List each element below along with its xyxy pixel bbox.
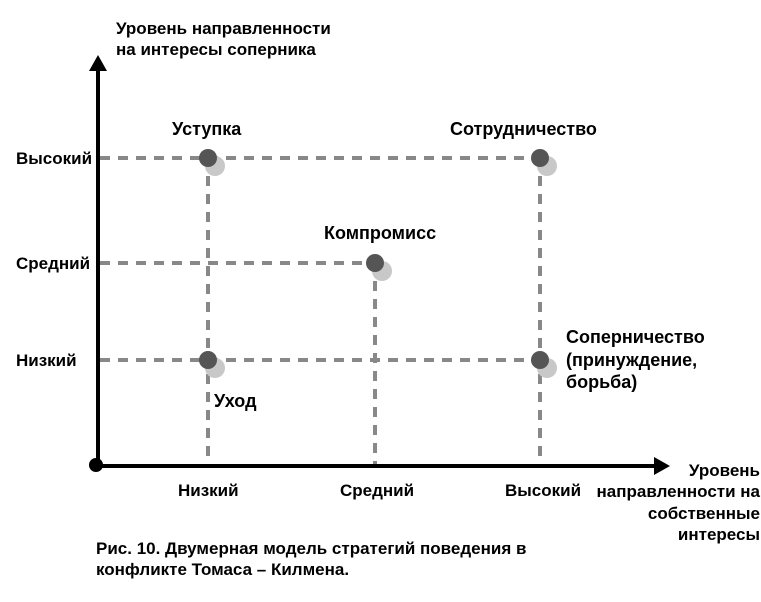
point-accommodate bbox=[199, 149, 217, 167]
x-tick-high: Высокий bbox=[505, 480, 581, 501]
y-tick-low: Низкий bbox=[16, 350, 77, 371]
gridline-x-mid bbox=[373, 263, 377, 464]
gridline-x-low bbox=[206, 158, 210, 464]
gridline-y-mid bbox=[100, 261, 375, 265]
origin-marker bbox=[89, 458, 103, 472]
point-compete bbox=[531, 351, 549, 369]
y-axis-title: Уровень направленности на интересы сопер… bbox=[116, 18, 336, 61]
label-compete: Соперничество (принуждение, борьба) bbox=[566, 326, 736, 394]
x-axis bbox=[96, 464, 656, 468]
gridline-y-low bbox=[100, 358, 540, 362]
y-tick-mid: Средний bbox=[16, 253, 90, 274]
label-avoid: Уход bbox=[214, 390, 257, 413]
label-accommodate: Уступка bbox=[172, 118, 241, 141]
label-collaborate: Сотрудничество bbox=[450, 118, 597, 141]
x-tick-low: Низкий bbox=[178, 480, 239, 501]
gridline-y-high bbox=[100, 156, 540, 160]
y-axis-arrow bbox=[89, 55, 107, 71]
point-compromise bbox=[366, 254, 384, 272]
figure-caption: Рис. 10. Двумерная модель стратегий пове… bbox=[96, 538, 616, 581]
gridline-x-high bbox=[538, 158, 542, 464]
label-compromise: Компромисс bbox=[324, 222, 436, 245]
x-axis-title: Уровень направленности на собственные ин… bbox=[590, 460, 760, 545]
thomas-kilmann-diagram: Высокий Средний Низкий Низкий Средний Вы… bbox=[0, 0, 761, 602]
point-avoid bbox=[199, 351, 217, 369]
y-tick-high: Высокий bbox=[16, 148, 92, 169]
x-tick-mid: Средний bbox=[340, 480, 414, 501]
y-axis bbox=[96, 68, 100, 468]
point-collaborate bbox=[531, 149, 549, 167]
